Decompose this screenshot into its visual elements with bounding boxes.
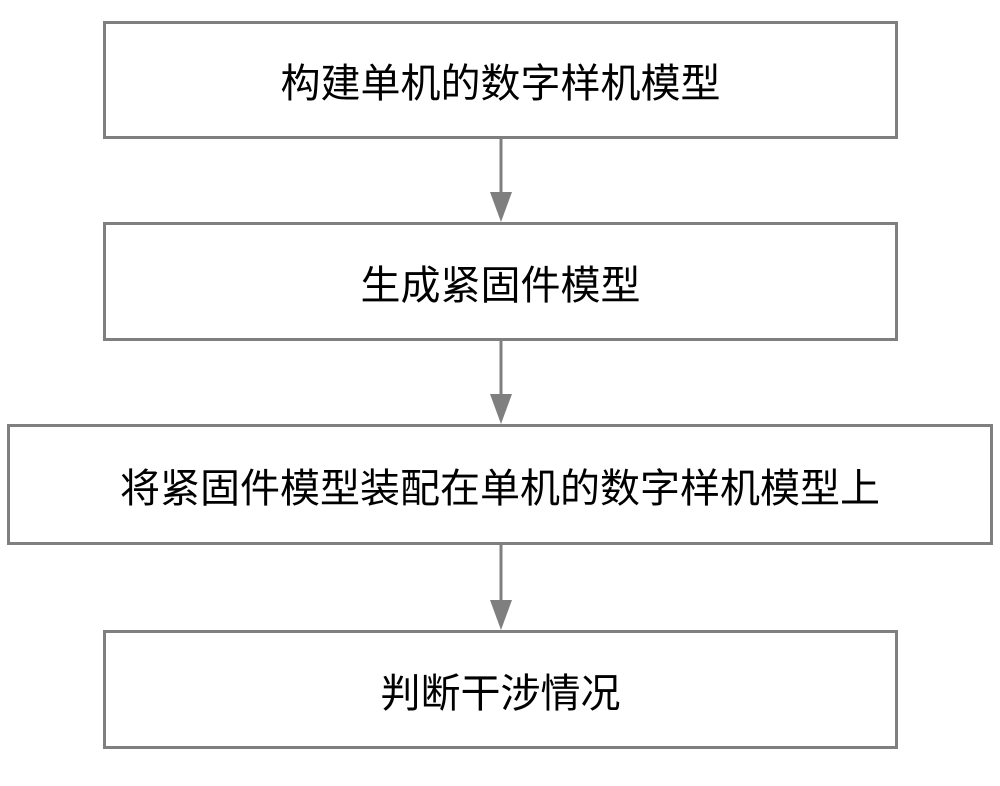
flowchart-node-n4: 判断干涉情况	[103, 630, 898, 749]
flowchart-node-label: 将紧固件模型装配在单机的数字样机模型上	[120, 461, 880, 509]
flowchart-arrow-e2	[490, 341, 512, 424]
flowchart-node-label: 判断干涉情况	[381, 666, 621, 714]
flowchart-canvas: 构建单机的数字样机模型生成紧固件模型将紧固件模型装配在单机的数字样机模型上判断干…	[0, 0, 1000, 786]
flowchart-arrow-e3	[490, 545, 512, 630]
flowchart-node-n1: 构建单机的数字样机模型	[103, 21, 898, 139]
flowchart-node-label: 生成紧固件模型	[361, 258, 641, 306]
flowchart-arrow-e1	[490, 139, 512, 222]
flowchart-node-n2: 生成紧固件模型	[103, 222, 898, 341]
flowchart-node-n3: 将紧固件模型装配在单机的数字样机模型上	[7, 424, 993, 545]
flowchart-node-label: 构建单机的数字样机模型	[281, 56, 721, 104]
